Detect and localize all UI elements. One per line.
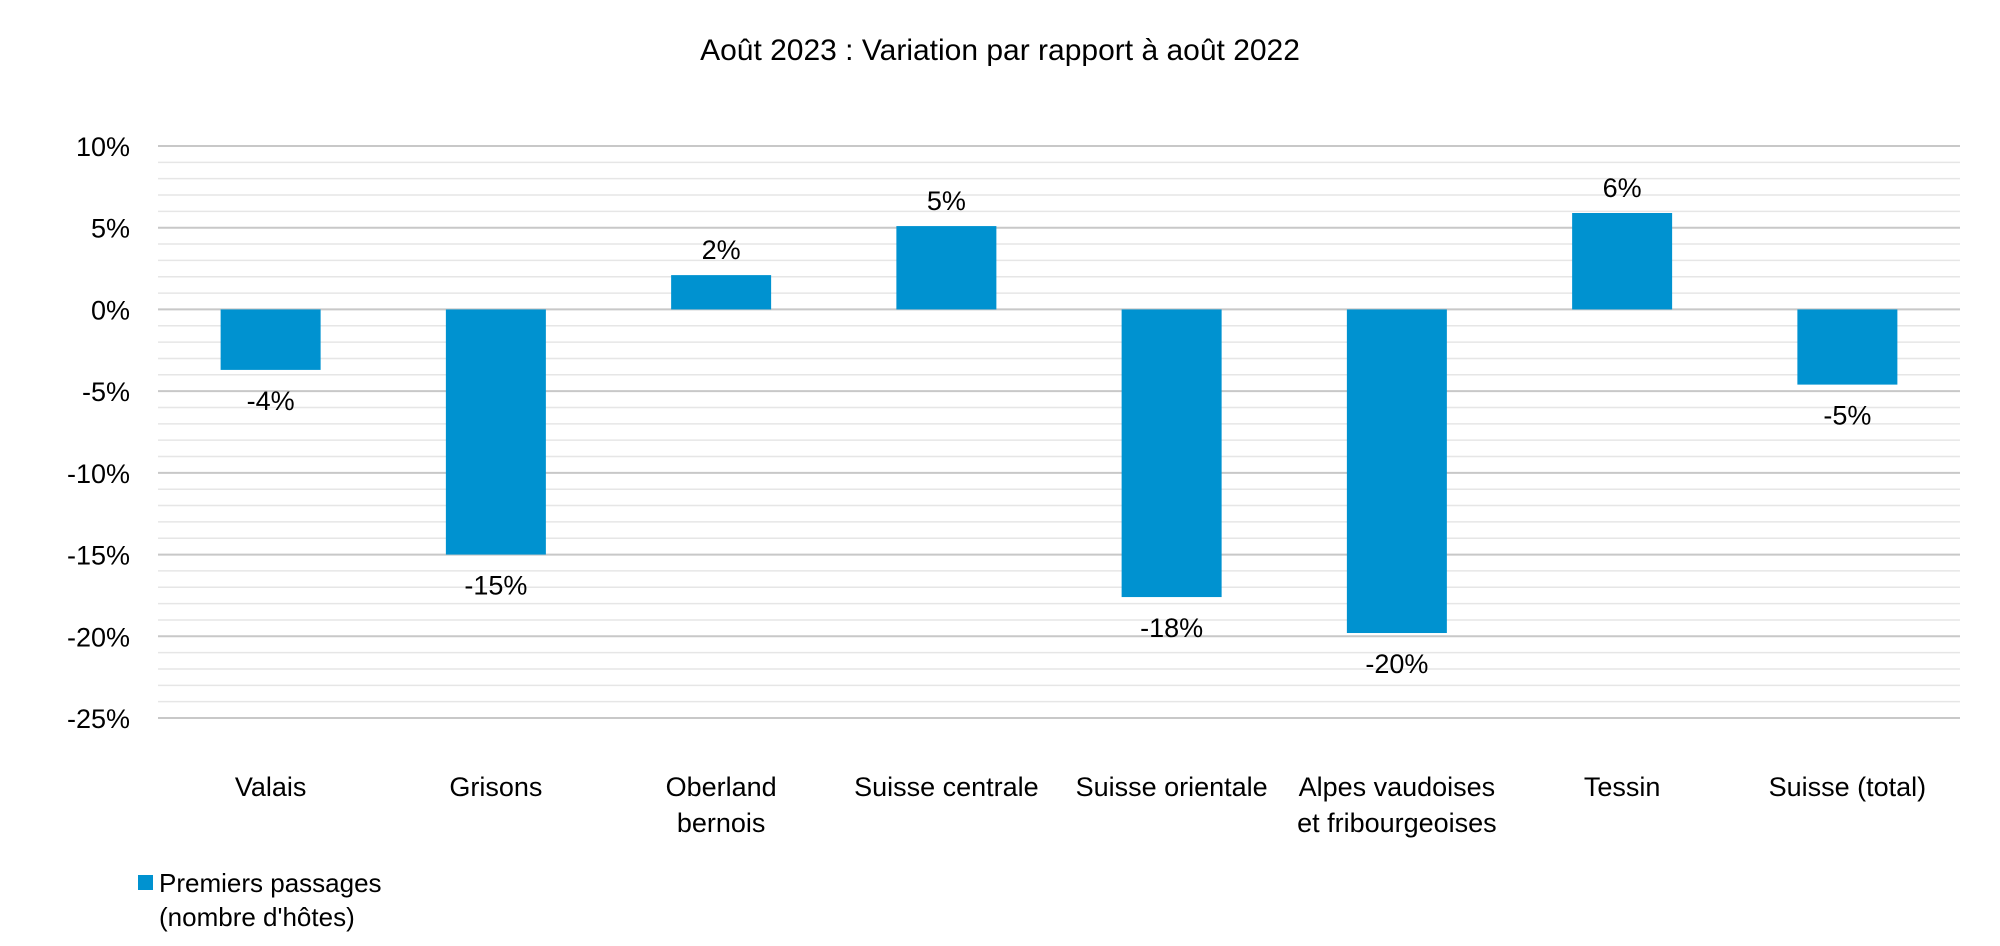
chart-title: Août 2023 : Variation par rapport à août… xyxy=(700,34,1300,67)
y-tick-label: -5% xyxy=(82,377,130,407)
legend-label: Premiers passages (nombre d'hôtes) xyxy=(159,866,382,934)
x-category-label: bernois xyxy=(677,808,766,838)
data-label: -20% xyxy=(1365,649,1428,679)
bar xyxy=(1121,309,1222,598)
bar xyxy=(896,226,997,310)
x-category-label: Suisse (total) xyxy=(1769,772,1927,802)
data-label: -18% xyxy=(1140,613,1203,643)
bar xyxy=(220,309,321,370)
data-label: -4% xyxy=(247,386,295,416)
y-tick-label: -15% xyxy=(67,541,130,571)
y-tick-label: 10% xyxy=(76,132,130,162)
data-label: -5% xyxy=(1823,401,1871,431)
legend-label-line-1: Premiers passages xyxy=(159,868,382,898)
y-tick-label: 5% xyxy=(91,214,130,244)
data-labels: -4% -15% 2% 5% -18% -20% 6% -5% xyxy=(247,173,1872,679)
bar xyxy=(1572,213,1673,310)
x-category-label: Valais xyxy=(235,772,307,802)
bars xyxy=(220,213,1898,634)
legend-label-line-2: (nombre d'hôtes) xyxy=(159,902,355,932)
data-label: 6% xyxy=(1603,173,1642,203)
y-tick-label: -20% xyxy=(67,622,130,652)
legend-swatch xyxy=(138,875,153,890)
bar xyxy=(445,309,546,555)
x-axis-category-labels: Valais Grisons Oberland bernois Suisse centr… xyxy=(235,772,1926,838)
y-tick-label: -25% xyxy=(67,704,130,734)
x-category-label: Suisse centrale xyxy=(854,772,1039,802)
x-category-label: Oberland xyxy=(666,772,777,802)
x-category-label: Suisse orientale xyxy=(1076,772,1268,802)
data-label: 2% xyxy=(702,235,741,265)
y-tick-label: -10% xyxy=(67,459,130,489)
y-axis-tick-labels: 10% 5% 0% -5% -10% -15% -20% -25% xyxy=(67,132,130,734)
grid-lines xyxy=(158,145,1960,719)
y-tick-label: 0% xyxy=(91,295,130,325)
data-label: 5% xyxy=(927,186,966,216)
x-category-label: Grisons xyxy=(449,772,542,802)
bar xyxy=(1346,309,1447,634)
x-category-label: Alpes vaudoises xyxy=(1299,772,1496,802)
x-category-label: Tessin xyxy=(1584,772,1661,802)
legend: Premiers passages (nombre d'hôtes) xyxy=(138,866,382,934)
bar xyxy=(671,275,772,310)
bar xyxy=(1797,309,1898,385)
data-label: -15% xyxy=(464,571,527,601)
x-category-label: et fribourgeoises xyxy=(1297,808,1497,838)
